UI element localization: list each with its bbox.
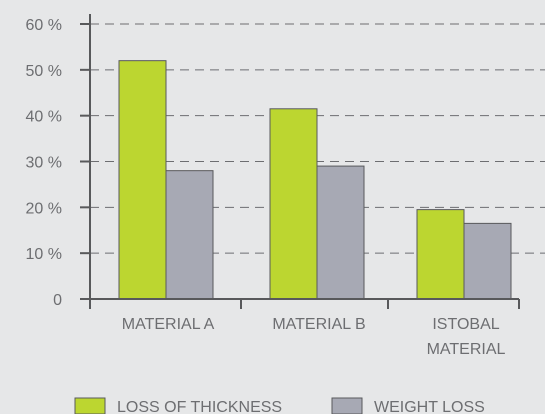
bar-loss-of-thickness xyxy=(118,60,167,300)
x-category-label: ISTOBAL xyxy=(432,316,499,333)
legend-label: WEIGHT LOSS xyxy=(374,399,485,414)
y-tick-label: 40 % xyxy=(26,109,62,126)
x-category-label: MATERIAL A xyxy=(122,316,215,333)
bar-loss-of-thickness xyxy=(416,209,465,300)
legend-swatch-loss-of-thickness xyxy=(74,397,106,414)
bar-weight-loss xyxy=(165,170,214,300)
y-tick-label: 60 % xyxy=(26,17,62,34)
y-tick-label: 10 % xyxy=(26,246,62,263)
legend-label: LOSS OF THICKNESS xyxy=(117,399,282,414)
x-category-label: MATERIAL B xyxy=(272,316,365,333)
bar-loss-of-thickness xyxy=(269,108,318,300)
bar-weight-loss xyxy=(316,165,365,300)
bar-weight-loss xyxy=(463,222,512,300)
y-tick-label: 30 % xyxy=(26,155,62,172)
y-tick-label: 20 % xyxy=(26,200,62,217)
y-tick-label: 0 xyxy=(53,292,62,309)
legend-swatch-weight-loss xyxy=(331,397,363,414)
x-category-label: MATERIAL xyxy=(427,341,506,358)
y-tick-label: 50 % xyxy=(26,63,62,80)
